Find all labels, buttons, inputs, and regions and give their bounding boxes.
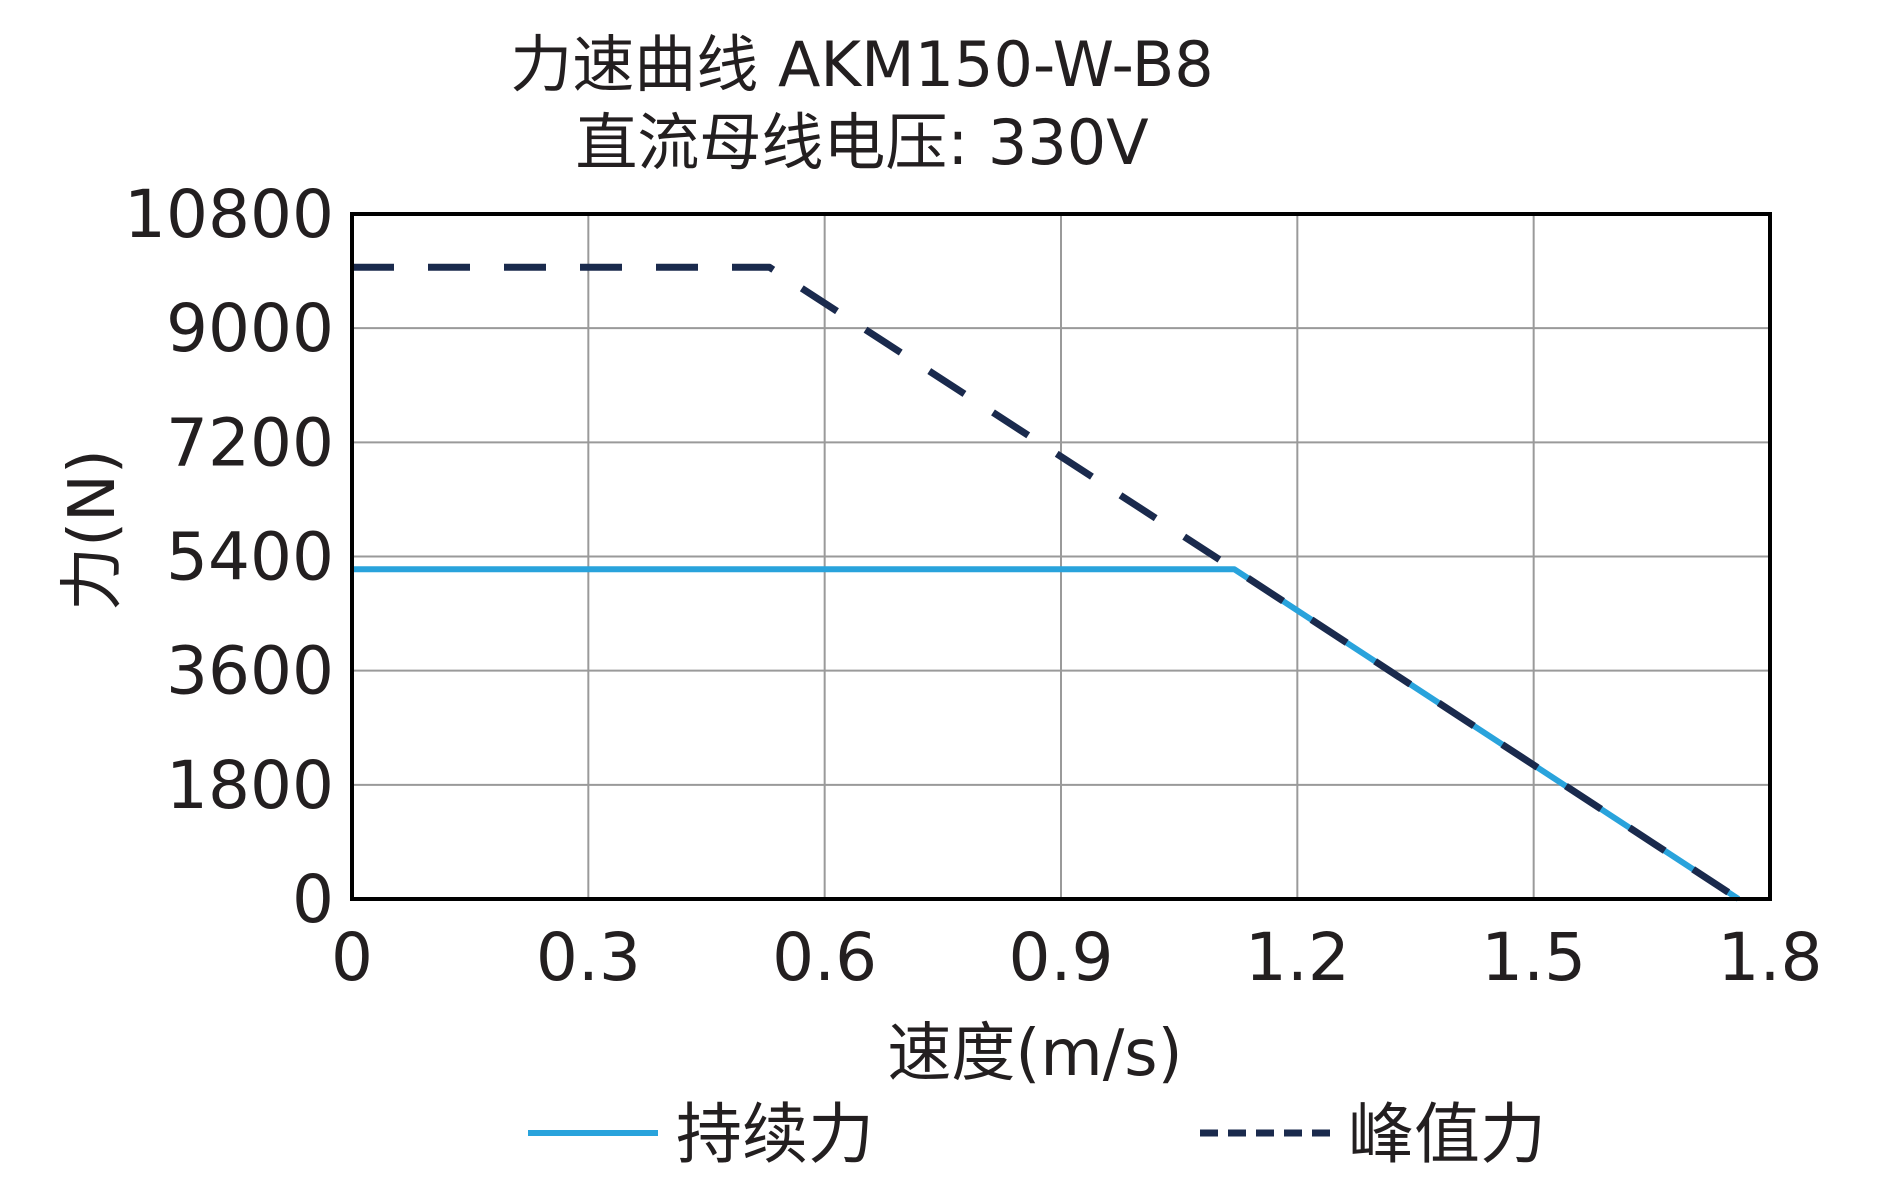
- series-line-peak: [352, 263, 1741, 902]
- y-tick-labels: 0 1800 3600 5400 7200 9000 10800: [124, 176, 334, 938]
- legend-label: 持续力: [676, 1096, 874, 1173]
- y-tick-label: 1800: [166, 747, 334, 824]
- x-tick-labels: 0 0.3 0.6 0.9 1.2 1.5 1.8: [331, 919, 1822, 996]
- x-tick-label: 1.5: [1481, 919, 1586, 996]
- y-tick-label: 7200: [166, 404, 334, 481]
- x-tick-label: 1.8: [1718, 919, 1823, 996]
- x-tick-label: 1.2: [1245, 919, 1350, 996]
- x-tick-label: 0.9: [1009, 919, 1114, 996]
- legend-label: 峰值力: [1348, 1096, 1546, 1173]
- grid: [352, 214, 1770, 899]
- y-tick-label: 0: [292, 861, 334, 938]
- y-tick-label: 9000: [166, 290, 334, 367]
- chart-title: 力速曲线 AKM150-W-B8: [510, 28, 1213, 101]
- x-axis-title: 速度(m/s): [887, 1017, 1182, 1091]
- x-tick-label: 0.6: [772, 919, 877, 996]
- y-tick-label: 3600: [166, 633, 334, 710]
- x-tick-label: 0.3: [536, 919, 641, 996]
- legend: 持续力 峰值力: [528, 1096, 1546, 1173]
- y-tick-label: 5400: [166, 519, 334, 596]
- series-group: [352, 263, 1741, 902]
- series-line-continuous: [352, 566, 1741, 902]
- chart-subtitle: 直流母线电压: 330V: [575, 106, 1148, 179]
- x-tick-label: 0: [331, 919, 373, 996]
- plot-frame: [350, 212, 1772, 901]
- y-axis-title: 力(N): [56, 449, 130, 611]
- y-tick-label: 10800: [124, 176, 334, 253]
